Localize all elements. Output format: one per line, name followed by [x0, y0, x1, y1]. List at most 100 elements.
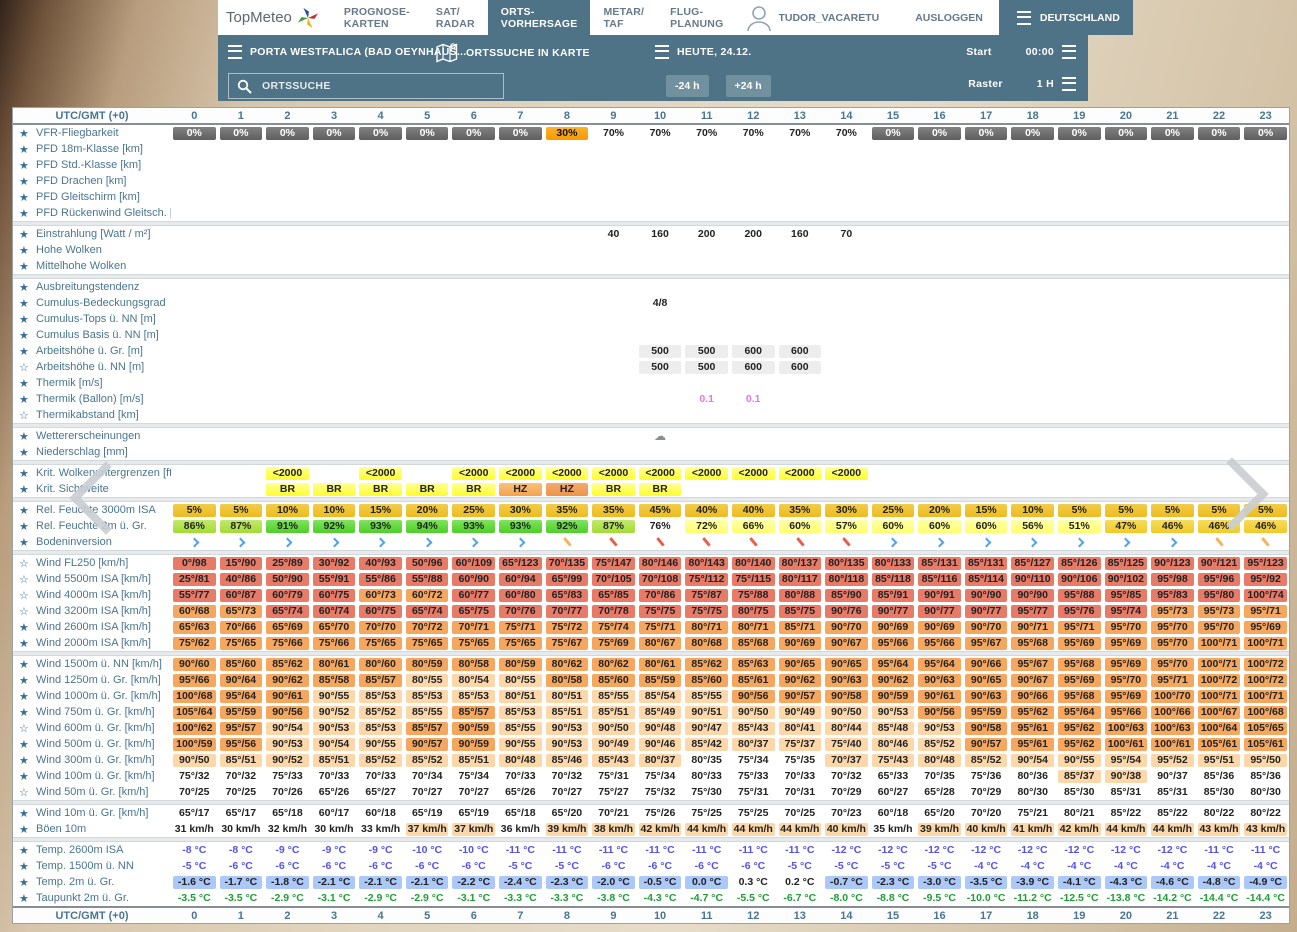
favorite-star-icon[interactable]: ★	[19, 536, 32, 549]
region-menu[interactable]: DEUTSCHLAND	[999, 0, 1133, 35]
favorite-star-icon[interactable]: ★	[19, 467, 32, 480]
favorite-star-icon[interactable]: ★	[19, 377, 32, 390]
favorite-star-icon[interactable]: ☆	[19, 786, 32, 799]
table-row: ★Ausbreitungstendenz	[13, 279, 1289, 295]
favorite-star-icon[interactable]: ★	[19, 281, 32, 294]
favorite-star-icon[interactable]: ★	[19, 754, 32, 767]
logo[interactable]: TopMeteo	[218, 0, 331, 35]
favorite-star-icon[interactable]: ★	[19, 807, 32, 820]
favorite-star-icon[interactable]: ★	[19, 313, 32, 326]
favorite-star-icon[interactable]: ★	[19, 483, 32, 496]
location-selector[interactable]: PORTA WESTFALICA (BAD OEYNHAUS...	[228, 45, 467, 59]
favorite-star-icon[interactable]: ★	[19, 738, 32, 751]
value-badge: -2.1 °C	[406, 876, 449, 889]
favorite-star-icon[interactable]: ★	[19, 892, 32, 905]
cell: 100°/71	[1196, 689, 1243, 704]
value-badge: 95°/85	[1105, 589, 1148, 602]
favorite-star-icon[interactable]: ★	[19, 823, 32, 836]
row-label: ★Niederschlag [mm]	[13, 446, 171, 459]
map-search-button[interactable]: ORTSSUCHE IN KARTE	[436, 43, 590, 63]
nav-tab-prognosekarten[interactable]: PROGNOSE-KARTEN	[331, 0, 423, 35]
favorite-star-icon[interactable]: ★	[19, 228, 32, 241]
favorite-star-icon[interactable]: ★	[19, 637, 32, 650]
favorite-star-icon[interactable]: ★	[19, 520, 32, 533]
favorite-star-icon[interactable]: ★	[19, 393, 32, 406]
cell: 90°/64	[218, 673, 265, 688]
value-badge: 65°/99	[546, 573, 589, 586]
value-badge: 93%	[452, 520, 495, 533]
favorite-star-icon[interactable]: ★	[19, 191, 32, 204]
cell: 33 km/h	[357, 823, 404, 835]
start-time-selector[interactable]: Start 00:00	[966, 45, 1076, 59]
cell: 80°/55	[404, 673, 451, 688]
inversion-chevron-icon	[888, 537, 898, 547]
favorite-star-icon[interactable]: ★	[19, 504, 32, 517]
cell: 85°/59	[637, 673, 684, 688]
favorite-star-icon[interactable]: ★	[19, 244, 32, 257]
favorite-star-icon[interactable]: ★	[19, 297, 32, 310]
cell: 90°/60	[171, 657, 218, 672]
logout-button[interactable]: AUSLOGGEN	[899, 0, 999, 35]
favorite-star-icon[interactable]: ★	[19, 159, 32, 172]
cell: <2000	[497, 466, 544, 481]
plus-24h-button[interactable]: +24 h	[726, 75, 771, 97]
cell	[311, 536, 358, 548]
favorite-star-icon[interactable]: ★	[19, 260, 32, 273]
table-row: ★Mittelhohe Wolken	[13, 258, 1289, 274]
user-menu[interactable]: TUDOR_VACARETU	[736, 0, 889, 35]
cell: 85°/30	[1196, 786, 1243, 798]
favorite-star-icon[interactable]: ☆	[19, 361, 32, 374]
favorite-star-icon[interactable]: ☆	[19, 409, 32, 422]
favorite-star-icon[interactable]: ★	[19, 127, 32, 140]
raster-selector[interactable]: Raster 1 H	[968, 77, 1076, 91]
nav-tab-metartaf[interactable]: METAR/TAF	[590, 0, 657, 35]
cell: 85°/55	[683, 689, 730, 704]
favorite-star-icon[interactable]: ☆	[19, 573, 32, 586]
favorite-star-icon[interactable]: ★	[19, 175, 32, 188]
value-badge: 60°/72	[406, 589, 449, 602]
favorite-star-icon[interactable]: ★	[19, 844, 32, 857]
favorite-star-icon[interactable]: ★	[19, 690, 32, 703]
value-badge: 90°/57	[965, 738, 1008, 751]
cell: 95°/70	[1103, 673, 1150, 688]
favorite-star-icon[interactable]: ☆	[19, 557, 32, 570]
favorite-star-icon[interactable]: ★	[19, 674, 32, 687]
minus-24h-button[interactable]: -24 h	[666, 75, 709, 97]
favorite-star-icon[interactable]: ★	[19, 446, 32, 459]
favorite-star-icon[interactable]: ☆	[19, 722, 32, 735]
cell: 91%	[264, 519, 311, 534]
value-badge: 95°/68	[1011, 637, 1054, 650]
value-badge: 95°/73	[1151, 605, 1194, 618]
nav-tab-ortsvorhersage[interactable]: ORTS-VORHERSAGE	[488, 0, 591, 35]
favorite-star-icon[interactable]: ☆	[19, 605, 32, 618]
value-badge: 90°/53	[546, 722, 589, 735]
favorite-star-icon[interactable]: ★	[19, 143, 32, 156]
cell: <2000	[264, 466, 311, 481]
cell: 90°/50	[590, 721, 637, 736]
favorite-star-icon[interactable]: ★	[19, 430, 32, 443]
favorite-star-icon[interactable]: ★	[19, 876, 32, 889]
row-label: ★PFD 18m-Klasse [km]	[13, 143, 171, 156]
favorite-star-icon[interactable]: ★	[19, 658, 32, 671]
favorite-star-icon[interactable]: ★	[19, 770, 32, 783]
value-badge: 65°/85	[592, 589, 635, 602]
favorite-star-icon[interactable]: ★	[19, 207, 32, 220]
favorite-star-icon[interactable]: ★	[19, 329, 32, 342]
favorite-star-icon[interactable]: ★	[19, 621, 32, 634]
nav-tab-satradar[interactable]: SAT/RADAR	[423, 0, 488, 35]
cell: <2000	[730, 466, 777, 481]
cell: 80°/60	[357, 657, 404, 672]
cell: 95°/70	[1149, 620, 1196, 635]
favorite-star-icon[interactable]: ★	[19, 706, 32, 719]
date-selector[interactable]: HEUTE, 24.12.	[655, 45, 752, 59]
favorite-star-icon[interactable]: ☆	[19, 589, 32, 602]
value-badge: 90°/55	[359, 738, 402, 751]
cell: 85°/57	[450, 705, 497, 720]
search-input[interactable]	[260, 79, 495, 93]
row-label: ☆Wind 5500m ISA [km/h]	[13, 573, 171, 586]
nav-tab-flugplanung[interactable]: FLUG-PLANUNG	[657, 0, 736, 35]
cell: -12.5 °C	[1056, 892, 1103, 904]
favorite-star-icon[interactable]: ★	[19, 860, 32, 873]
cell: 65°/70	[311, 620, 358, 635]
favorite-star-icon[interactable]: ★	[19, 345, 32, 358]
